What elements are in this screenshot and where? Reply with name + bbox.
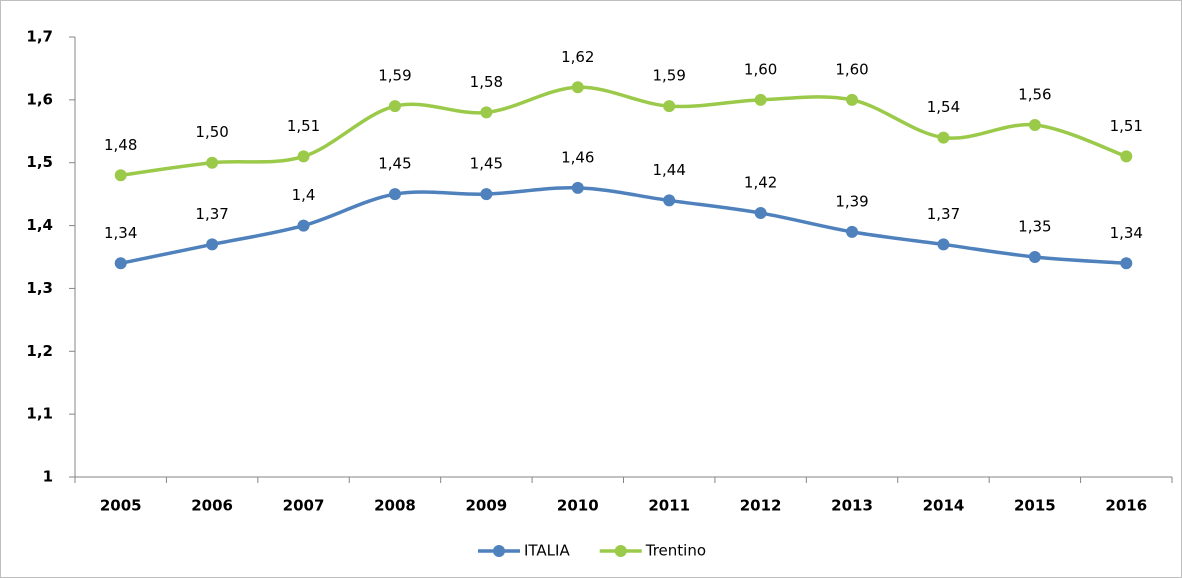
y-tick-label: 1,5 [26, 153, 53, 171]
y-tick-label: 1,4 [26, 216, 53, 234]
data-point [754, 93, 767, 106]
data-label: 1,51 [1110, 117, 1143, 135]
data-point [1120, 150, 1133, 163]
x-tick-label: 2011 [648, 497, 690, 515]
data-label: 1,42 [744, 174, 777, 192]
data-point [1120, 257, 1133, 270]
data-point [571, 181, 584, 194]
data-label: 1,59 [653, 67, 686, 85]
y-tick-label: 1,2 [26, 342, 53, 360]
y-tick-label: 1,7 [26, 28, 53, 46]
data-point [846, 225, 859, 238]
data-label: 1,62 [561, 48, 594, 66]
x-tick-label: 2007 [283, 497, 325, 515]
legend-marker [614, 545, 627, 557]
data-label: 1,45 [378, 155, 411, 173]
data-label: 1,51 [287, 117, 320, 135]
data-point [663, 194, 676, 207]
data-label: 1,59 [378, 67, 411, 85]
data-point [480, 106, 493, 119]
data-label: 1,45 [470, 155, 503, 173]
data-point [571, 81, 584, 94]
series-line [120, 186, 1127, 266]
y-tick-label: 1,3 [26, 279, 53, 297]
legend-label: ITALIA [524, 542, 570, 560]
data-label: 1,44 [653, 161, 686, 179]
x-tick-label: 2016 [1105, 497, 1147, 515]
data-label: 1,37 [195, 205, 228, 223]
data-point [480, 188, 493, 201]
data-point [114, 257, 127, 270]
data-point [1028, 251, 1041, 263]
y-tick-label: 1 [43, 468, 53, 486]
x-tick-label: 2013 [831, 497, 873, 515]
data-label: 1,37 [927, 205, 960, 223]
data-label: 1,35 [1018, 218, 1051, 236]
data-label: 1,54 [927, 98, 960, 116]
x-tick-label: 2006 [191, 497, 233, 515]
x-tick-label: 2014 [923, 497, 965, 515]
x-tick-label: 2012 [740, 497, 782, 515]
data-label: 1,58 [470, 73, 503, 91]
legend-label: Trentino [645, 542, 706, 560]
series-line [120, 85, 1127, 178]
data-point [388, 100, 401, 113]
data-label: 1,50 [195, 123, 228, 141]
data-point [388, 188, 401, 201]
data-point [846, 93, 859, 106]
data-label: 1,39 [835, 192, 868, 210]
data-point [754, 207, 767, 219]
data-label: 1,60 [835, 60, 868, 78]
data-point [206, 156, 219, 169]
data-label: 1,48 [104, 136, 137, 154]
y-tick-label: 1,1 [26, 405, 53, 423]
data-point [297, 219, 310, 232]
data-label: 1,60 [744, 60, 777, 78]
data-point [1028, 119, 1041, 131]
y-tick-label: 1,6 [26, 90, 53, 108]
x-tick-label: 2008 [374, 497, 416, 515]
x-tick-label: 2010 [557, 497, 599, 515]
data-point [937, 238, 950, 251]
data-label: 1,56 [1018, 86, 1051, 104]
x-tick-label: 2009 [466, 497, 508, 515]
x-tick-label: 2015 [1014, 497, 1056, 515]
data-label: 1,46 [561, 148, 594, 166]
data-point [206, 238, 219, 251]
legend-marker [493, 545, 505, 557]
data-label: 1,34 [104, 224, 137, 242]
data-label: 1,4 [292, 186, 316, 204]
data-label: 1,34 [1110, 224, 1143, 242]
data-point [663, 100, 676, 113]
x-tick-label: 2005 [100, 497, 142, 515]
data-point [937, 131, 950, 144]
data-point [297, 150, 310, 163]
data-point [114, 169, 127, 182]
